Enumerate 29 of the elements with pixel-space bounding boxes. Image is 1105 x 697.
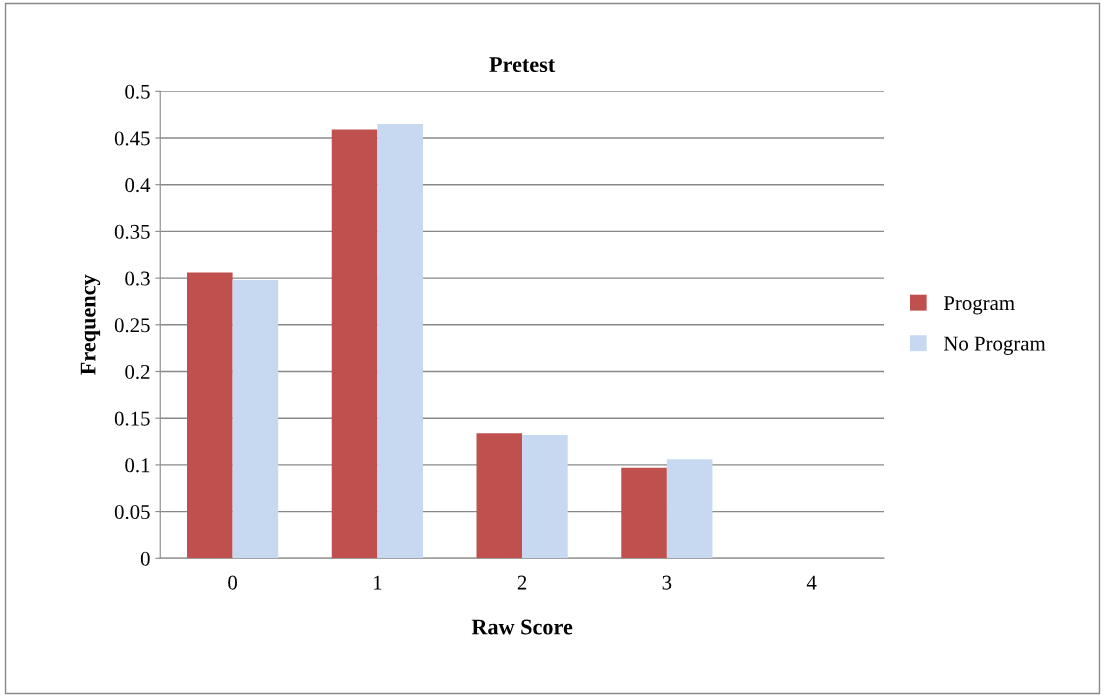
y-tick-label: 0.25 <box>114 318 150 333</box>
y-tick-label: 0.15 <box>114 411 150 426</box>
legend-label: No Program <box>943 336 1046 355</box>
y-tick-label: 0.2 <box>125 364 150 380</box>
bar <box>522 435 568 559</box>
bar <box>476 433 523 559</box>
bar <box>232 279 279 559</box>
x-tick-label: 0 <box>228 575 238 590</box>
x-tick-label: 2 <box>517 575 527 590</box>
x-tick-label: 1 <box>373 575 382 590</box>
y-tick-label: 0.1 <box>125 458 150 473</box>
y-tick-label: 0.4 <box>125 178 151 193</box>
bar <box>331 129 378 559</box>
x-axis-title: Raw Score <box>471 619 573 635</box>
y-tick-label: 0 <box>140 551 150 566</box>
y-tick-label: 0.5 <box>125 84 150 99</box>
bar <box>666 459 713 559</box>
x-tick-label: 4 <box>806 575 817 590</box>
y-axis-title: Frequency <box>80 274 101 375</box>
bar <box>187 272 233 559</box>
bar <box>377 124 423 559</box>
bar <box>621 467 667 559</box>
y-tick-label: 0.05 <box>114 504 150 520</box>
chart-title: Pretest <box>489 57 556 73</box>
x-tick-label: 3 <box>662 575 672 590</box>
legend-label: Program <box>943 296 1015 315</box>
y-tick-label: 0.35 <box>114 224 150 239</box>
y-tick-label: 0.3 <box>125 271 150 286</box>
y-tick-label: 0.45 <box>114 131 150 146</box>
